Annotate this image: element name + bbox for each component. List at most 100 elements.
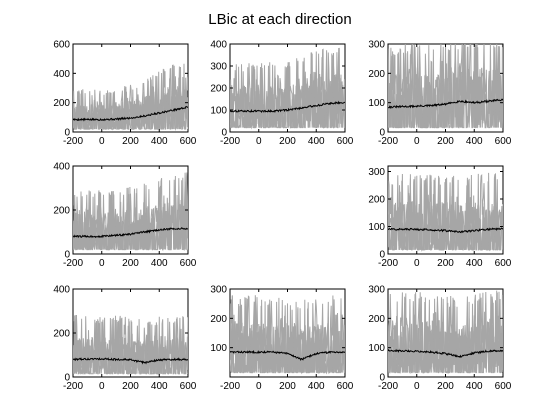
y-tick-label: 0: [379, 128, 385, 139]
x-tick-label: 0: [256, 136, 262, 147]
traces: [388, 172, 503, 252]
traces: [388, 44, 503, 129]
mean-trace: [388, 98, 503, 110]
x-tick-label: -200: [220, 136, 240, 147]
y-tick-label: 400: [210, 40, 227, 51]
y-tick-label: 200: [368, 69, 385, 80]
y-tick-label: 0: [221, 128, 227, 139]
trial-trace: [230, 50, 345, 129]
y-tick-label: 200: [53, 206, 70, 217]
mean-trace: [388, 227, 503, 234]
y-tick-label: 100: [210, 106, 227, 117]
traces: [73, 314, 188, 375]
traces: [230, 47, 345, 130]
y-tick-label: 100: [210, 343, 227, 354]
y-tick-label: 300: [210, 285, 227, 296]
y-tick-label: 600: [53, 40, 70, 51]
x-tick-label: 400: [308, 381, 325, 392]
traces: [230, 295, 345, 375]
x-tick-label: 600: [337, 381, 354, 392]
x-tick-label: 0: [414, 381, 420, 392]
x-tick-label: 400: [151, 381, 168, 392]
y-tick-label: 200: [53, 329, 70, 340]
y-tick-label: 0: [64, 250, 70, 261]
x-tick-label: 0: [99, 258, 105, 269]
x-tick-label: 600: [180, 258, 197, 269]
x-tick-label: 600: [495, 258, 512, 269]
x-tick-label: 200: [437, 381, 454, 392]
x-tick-label: 400: [151, 258, 168, 269]
mean-trace: [73, 106, 188, 122]
x-tick-label: 600: [337, 136, 354, 147]
trial-trace: [230, 295, 345, 374]
x-tick-label: 400: [151, 136, 168, 147]
figure-title: LBic at each direction: [208, 11, 351, 28]
y-tick-label: 0: [64, 373, 70, 384]
y-tick-label: 200: [210, 314, 227, 325]
y-tick-label: 300: [210, 62, 227, 73]
traces: [73, 172, 188, 252]
x-tick-label: 400: [466, 381, 483, 392]
trial-trace: [388, 44, 503, 129]
x-tick-label: 400: [308, 136, 325, 147]
trial-trace: [230, 297, 345, 375]
x-tick-label: 600: [495, 381, 512, 392]
y-tick-label: 100: [368, 343, 385, 354]
x-tick-label: -200: [378, 258, 398, 269]
x-tick-label: 400: [466, 258, 483, 269]
traces: [388, 290, 503, 375]
x-tick-label: 0: [256, 381, 262, 392]
mean-trace: [388, 348, 503, 359]
x-tick-label: 600: [180, 381, 197, 392]
x-tick-label: -200: [63, 136, 83, 147]
x-tick-label: 200: [279, 136, 296, 147]
y-tick-label: 200: [210, 84, 227, 95]
x-tick-label: 0: [414, 136, 420, 147]
y-tick-label: 0: [379, 250, 385, 261]
y-tick-label: 100: [368, 98, 385, 109]
x-tick-label: 0: [99, 381, 105, 392]
x-tick-label: 600: [495, 136, 512, 147]
x-tick-label: -200: [63, 258, 83, 269]
y-tick-label: 200: [368, 314, 385, 325]
y-tick-label: 0: [379, 373, 385, 384]
y-tick-label: 0: [64, 128, 70, 139]
mean-trace: [230, 349, 345, 361]
y-tick-label: 400: [53, 162, 70, 173]
mean-trace: [73, 357, 188, 365]
x-tick-label: 200: [122, 381, 139, 392]
x-tick-label: 0: [414, 258, 420, 269]
mean-trace: [73, 227, 188, 239]
trial-trace: [73, 316, 188, 375]
x-tick-label: -200: [378, 381, 398, 392]
x-tick-label: 200: [122, 136, 139, 147]
x-tick-label: 0: [99, 136, 105, 147]
y-tick-label: 400: [53, 69, 70, 80]
y-tick-label: 200: [368, 195, 385, 206]
y-tick-label: 300: [368, 40, 385, 51]
trial-trace: [73, 75, 188, 131]
x-tick-label: -200: [220, 381, 240, 392]
trial-trace: [388, 174, 503, 251]
traces: [73, 63, 188, 131]
x-tick-label: 200: [437, 258, 454, 269]
mean-trace: [230, 100, 345, 114]
x-tick-label: 600: [180, 136, 197, 147]
y-tick-label: 200: [53, 98, 70, 109]
x-tick-label: 200: [122, 258, 139, 269]
trial-trace: [388, 293, 503, 375]
y-tick-label: 100: [368, 222, 385, 233]
x-tick-label: 200: [279, 381, 296, 392]
x-tick-label: 400: [466, 136, 483, 147]
y-tick-label: 300: [368, 167, 385, 178]
x-tick-label: 200: [437, 136, 454, 147]
